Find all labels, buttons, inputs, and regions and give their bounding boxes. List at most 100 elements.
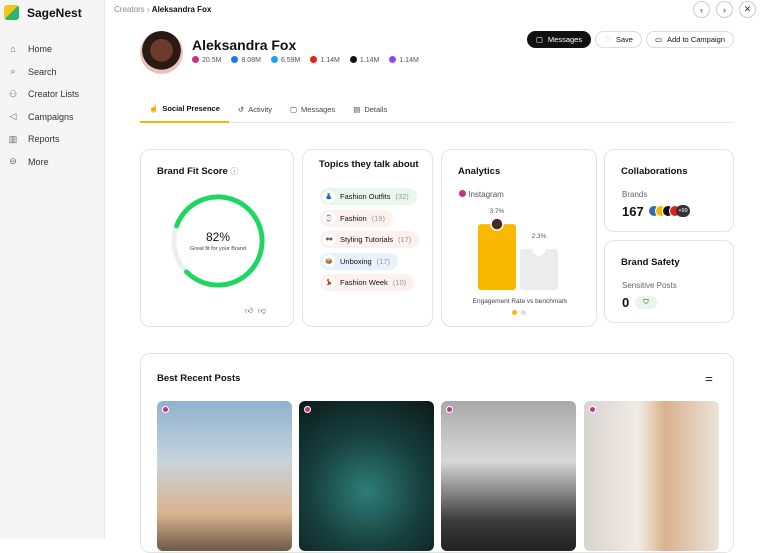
sidebar-item-campaigns[interactable]: ◁ Campaigns: [8, 106, 79, 129]
topic-icon: 👗: [323, 190, 335, 203]
tab-icon: ▢: [289, 104, 298, 114]
brands-label: Brands: [622, 190, 648, 199]
sidebar-item-home[interactable]: ⌂ Home: [8, 38, 79, 61]
social-stat-instagram[interactable]: 20.5M: [192, 56, 221, 64]
heart-icon: ♡: [604, 35, 611, 44]
carousel-dot[interactable]: [521, 310, 526, 315]
topic-chip[interactable]: 🕶 Styling Tutorials (17): [320, 231, 420, 248]
brand-fit-score: 82%: [205, 230, 231, 244]
tab-label: Details: [364, 104, 388, 114]
topic-count: (17): [376, 256, 391, 266]
instagram-icon: [162, 406, 169, 413]
bar-creator: [478, 224, 516, 290]
breadcrumb: Creators › Aleksandra Fox: [114, 5, 212, 14]
topic-label: Fashion Week: [340, 278, 388, 287]
topic-chip[interactable]: ⌚ Fashion (19): [320, 209, 394, 227]
topic-chip[interactable]: 📦 Unboxing (17): [320, 252, 399, 270]
sidebar-item-reports[interactable]: ▥ Reports: [8, 128, 79, 151]
post-thumbnail[interactable]: [299, 401, 434, 551]
topic-count: (17): [397, 235, 412, 244]
sidebar-item-more[interactable]: ⊖ More: [8, 151, 79, 174]
social-stat-twitter[interactable]: 6.59M: [270, 56, 300, 64]
post-thumbnail[interactable]: [584, 401, 719, 551]
topic-icon: 🕶: [323, 233, 335, 246]
brand-fit-ring: [171, 194, 265, 288]
post-thumbnail[interactable]: [441, 401, 576, 551]
sidebar-item-creator-lists[interactable]: ⚇ Creator Lists: [8, 83, 79, 106]
more-brands-badge[interactable]: +99: [676, 205, 690, 217]
twitter-icon: [270, 56, 278, 63]
twitch-icon: [389, 56, 397, 63]
brand-safety-card: Brand Safety Sensitive Posts 0 ⛉: [604, 240, 734, 323]
close-button[interactable]: ✕: [739, 1, 756, 18]
message-icon: ▢: [535, 35, 543, 44]
tab-social-presence[interactable]: ☝ Social Presence: [140, 95, 229, 123]
app-logo[interactable]: SageNest: [4, 5, 82, 20]
tab-activity[interactable]: ↺ Activity: [229, 95, 281, 123]
filter-icon[interactable]: ⚌: [704, 373, 713, 383]
sensitive-posts-label: Sensitive Posts: [622, 281, 677, 290]
logo-icon: [4, 5, 19, 20]
tab-label: Social Presence: [162, 103, 220, 113]
topic-icon: ⌚: [323, 212, 335, 224]
instagram-icon: [459, 190, 466, 197]
tab-details[interactable]: ▤ Details: [344, 95, 396, 123]
posts-title: Best Recent Posts: [157, 373, 241, 384]
info-icon[interactable]: ⓘ: [230, 167, 239, 176]
post-thumbnail[interactable]: [157, 401, 292, 551]
tab-label: Activity: [248, 104, 272, 114]
brand-fit-title: Brand Fit Score ⓘ: [157, 166, 239, 177]
topic-icon: 💃: [323, 276, 335, 289]
social-stat-youtube[interactable]: 1.14M: [310, 56, 340, 64]
forward-button[interactable]: ›: [716, 1, 733, 18]
messages-label: Messages: [547, 35, 583, 44]
topic-chip[interactable]: 👗 Fashion Outfits (32): [320, 188, 417, 205]
topics-title: Topics they talk about: [319, 159, 419, 170]
save-button[interactable]: ♡ Save: [595, 31, 642, 48]
profile-name: Aleksandra Fox: [192, 37, 297, 53]
sidebar-item-label: Campaigns: [28, 111, 74, 122]
topic-chip[interactable]: 💃 Fashion Week (10): [320, 274, 415, 291]
avatar: [140, 31, 183, 74]
users-icon: ⚇: [8, 88, 18, 99]
carousel-dot-active[interactable]: [512, 310, 517, 315]
sidebar-item-label: Reports: [28, 134, 60, 145]
benchmark-icon: [532, 242, 546, 256]
brand-safety-title: Brand Safety: [621, 257, 680, 268]
youtube-icon: [310, 56, 318, 63]
sidebar-item-search[interactable]: ⌕ Search: [8, 61, 79, 84]
facebook-icon: [231, 56, 239, 63]
folder-icon: ▭: [654, 35, 663, 44]
home-icon: ⌂: [10, 44, 16, 55]
topic-count: (32): [395, 192, 409, 201]
save-label: Save: [615, 35, 633, 44]
instagram-icon: [304, 406, 311, 413]
more-icon: ⊖: [9, 156, 17, 167]
brand-fit-card: Brand Fit Score ⓘ 82% Great fit for your…: [140, 149, 294, 327]
topic-label: Unboxing: [340, 256, 372, 266]
social-stat-facebook[interactable]: 8.08M: [231, 56, 261, 64]
engagement-chart: 3.7% 2.3%: [478, 208, 558, 290]
chart-icon: ▥: [8, 133, 18, 144]
thumbs-up-icon[interactable]: 👍︎: [245, 306, 254, 315]
tab-icon: ↺: [237, 104, 245, 114]
topic-icon: 📦: [323, 255, 335, 267]
brand-logos[interactable]: +99: [648, 205, 690, 217]
analytics-card: Analytics Instagram 3.7% 2.3% Engagement …: [441, 149, 597, 327]
social-stat-twitch[interactable]: 1.14M: [389, 56, 419, 64]
topic-count: (10): [392, 278, 407, 287]
sidebar-item-label: Search: [28, 66, 57, 77]
breadcrumb-current: Aleksandra Fox: [151, 5, 212, 14]
topics-card: Topics they talk about 👗 Fashion Outfits (…: [302, 149, 433, 327]
topic-label: Styling Tutorials: [340, 235, 393, 244]
thumbs-down-icon[interactable]: 👎︎: [257, 306, 266, 315]
breadcrumb-parent[interactable]: Creators: [114, 5, 145, 14]
bar-benchmark: [520, 249, 558, 290]
tabs: ☝ Social Presence ↺ Activity ▢ Messages ▤ Detai…: [140, 95, 734, 123]
search-icon: ⌕: [10, 66, 16, 77]
social-stat-tiktok[interactable]: 1.14M: [349, 56, 379, 64]
back-button[interactable]: ‹: [693, 1, 710, 18]
messages-button[interactable]: ▢ Messages: [526, 31, 592, 48]
add-to-campaign-button[interactable]: ▭ Add to Campaign: [645, 31, 734, 48]
tab-messages[interactable]: ▢ Messages: [281, 95, 344, 123]
